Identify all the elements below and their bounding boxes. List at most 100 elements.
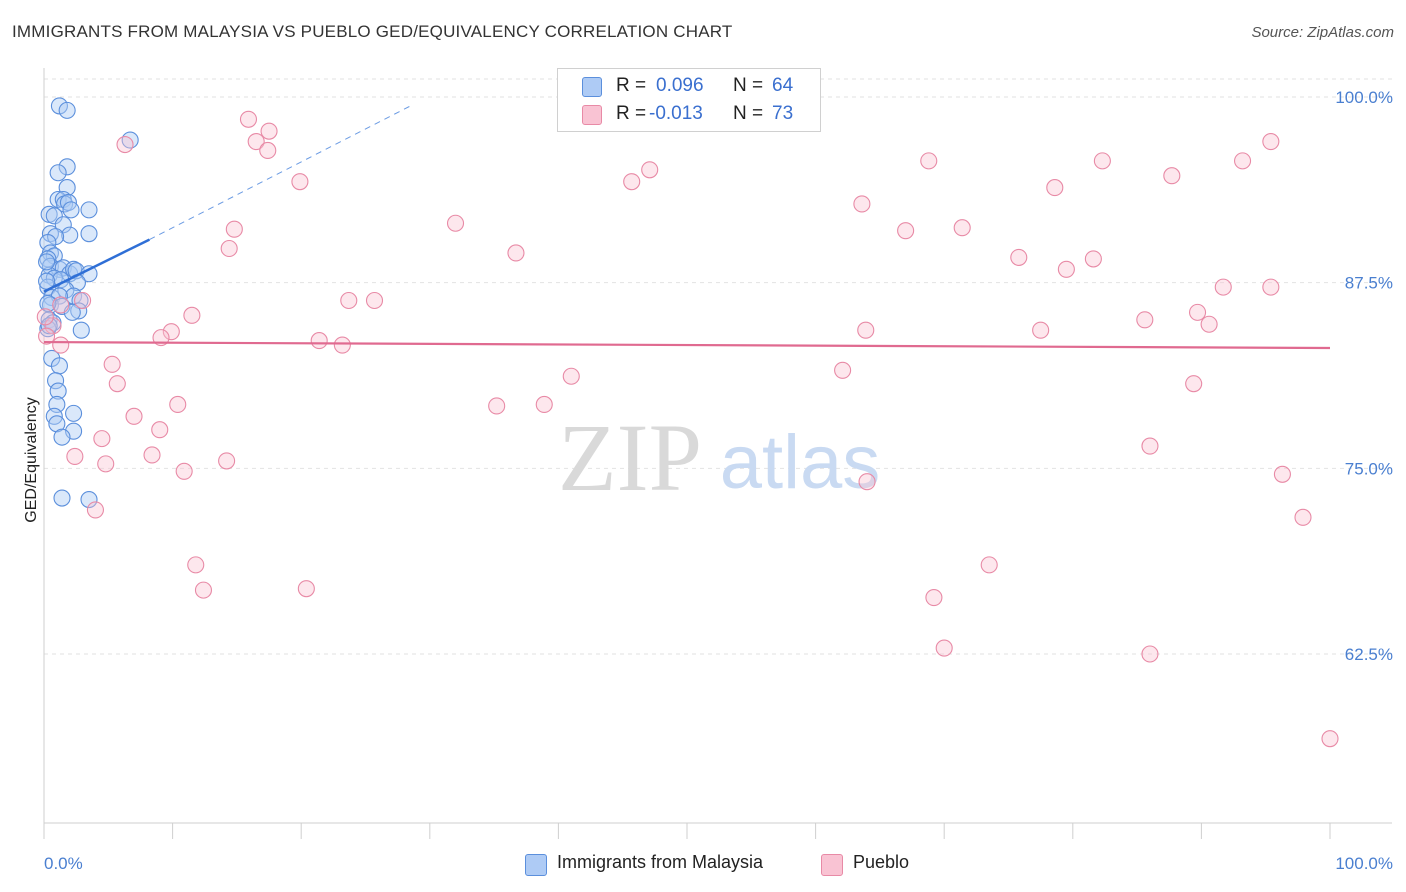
series-legend-swatch-malaysia <box>525 854 547 876</box>
point-malaysia <box>62 201 80 219</box>
point-pueblo <box>1141 645 1159 663</box>
point-malaysia <box>61 226 79 244</box>
legend-r-value-malaysia: 0.096 <box>656 75 704 96</box>
watermark: ZIP atlas <box>558 404 880 511</box>
point-pueblo <box>187 556 205 574</box>
point-pueblo <box>310 332 328 350</box>
trend-line-malaysia-extension <box>149 105 411 241</box>
point-pueblo <box>1214 278 1232 296</box>
point-malaysia <box>72 321 90 339</box>
y-tick-label: 87.5% <box>1345 274 1393 293</box>
point-pueblo <box>1262 133 1280 151</box>
point-pueblo <box>103 355 121 373</box>
point-pueblo <box>623 173 641 191</box>
x-tick-label-max: 100.0% <box>1335 854 1393 873</box>
watermark-atlas: atlas <box>720 420 881 505</box>
y-tick-label: 62.5% <box>1345 645 1393 664</box>
watermark-zip: ZIP <box>558 404 702 511</box>
point-pueblo <box>980 556 998 574</box>
legend-swatch-pueblo <box>582 105 602 125</box>
point-pueblo <box>857 321 875 339</box>
point-pueblo <box>162 323 180 341</box>
point-malaysia <box>53 428 71 446</box>
legend-n-label: N = <box>733 103 764 124</box>
point-pueblo <box>953 219 971 237</box>
point-pueblo <box>641 161 659 179</box>
point-pueblo <box>1093 152 1111 170</box>
point-pueblo <box>225 220 243 238</box>
point-pueblo <box>897 222 915 240</box>
point-pueblo <box>1273 465 1291 483</box>
point-malaysia <box>58 158 76 176</box>
point-pueblo <box>247 133 265 151</box>
point-pueblo <box>1032 321 1050 339</box>
y-tick-labels: 100.0% 87.5% 75.0% 62.5% <box>1335 88 1393 664</box>
series-legend-label-pueblo: Pueblo <box>853 852 910 872</box>
point-pueblo <box>488 397 506 415</box>
point-pueblo <box>125 407 143 425</box>
point-pueblo <box>66 447 84 466</box>
y-axis-label: GED/Equivalency <box>23 397 40 522</box>
point-malaysia <box>65 404 83 422</box>
series-legend: Immigrants from Malaysia Pueblo <box>0 852 1406 878</box>
point-pueblo <box>260 122 278 140</box>
point-pueblo <box>1321 730 1339 748</box>
point-pueblo <box>1141 437 1159 455</box>
point-pueblo <box>52 336 70 354</box>
x-tick-labels: 0.0% 100.0% <box>44 854 1393 873</box>
point-pueblo <box>86 501 104 519</box>
point-pueblo <box>1188 303 1207 321</box>
grid-lines <box>44 78 1392 655</box>
point-pueblo <box>1084 250 1102 268</box>
point-pueblo <box>36 308 54 326</box>
point-pueblo <box>340 291 358 310</box>
point-malaysia <box>80 201 98 219</box>
point-pueblo <box>291 173 309 191</box>
series-legend-label-malaysia: Immigrants from Malaysia <box>557 852 764 872</box>
point-pueblo <box>1136 311 1154 329</box>
point-malaysia <box>80 490 98 509</box>
point-pueblo <box>169 395 187 414</box>
point-malaysia <box>54 216 72 234</box>
point-malaysia <box>47 372 65 390</box>
legend-n-value-pueblo: 73 <box>772 103 794 124</box>
point-malaysia <box>48 415 66 433</box>
point-pueblo <box>535 395 553 414</box>
point-pueblo <box>183 306 201 324</box>
trend-line-pueblo <box>43 340 1331 350</box>
point-pueblo <box>1046 179 1064 197</box>
point-malaysia <box>49 382 67 400</box>
point-pueblo <box>38 327 56 345</box>
point-pueblo <box>194 581 213 599</box>
point-pueblo <box>93 430 111 448</box>
point-malaysia <box>39 294 57 313</box>
point-pueblo <box>74 291 92 310</box>
y-tick-label: 100.0% <box>1335 88 1393 107</box>
point-pueblo <box>1057 260 1075 278</box>
point-pueblo <box>143 446 161 464</box>
point-malaysia <box>53 489 71 507</box>
point-pueblo <box>297 580 315 598</box>
point-malaysia <box>80 225 98 243</box>
point-pueblo <box>562 367 580 385</box>
point-pueblo <box>108 375 126 393</box>
point-pueblo <box>175 462 193 480</box>
legend-swatch-malaysia <box>582 77 602 97</box>
source-label: Source: ZipAtlas.com <box>1251 24 1394 41</box>
point-pueblo <box>97 455 115 473</box>
point-pueblo <box>1234 152 1252 170</box>
point-malaysia <box>45 207 63 225</box>
point-pueblo <box>1185 375 1203 393</box>
trend-lines <box>43 105 1331 350</box>
point-pueblo <box>116 135 134 154</box>
correlation-legend: R = 0.096 N = 64 R = -0.013 N = 73 <box>557 68 821 132</box>
y-tick-label: 75.0% <box>1345 459 1393 478</box>
point-malaysia <box>50 357 68 375</box>
point-malaysia <box>58 101 76 119</box>
point-malaysia <box>49 164 67 182</box>
point-pueblo <box>259 141 277 160</box>
legend-n-label: N = <box>733 75 764 96</box>
point-pueblo <box>925 589 943 607</box>
point-pueblo <box>365 291 384 310</box>
